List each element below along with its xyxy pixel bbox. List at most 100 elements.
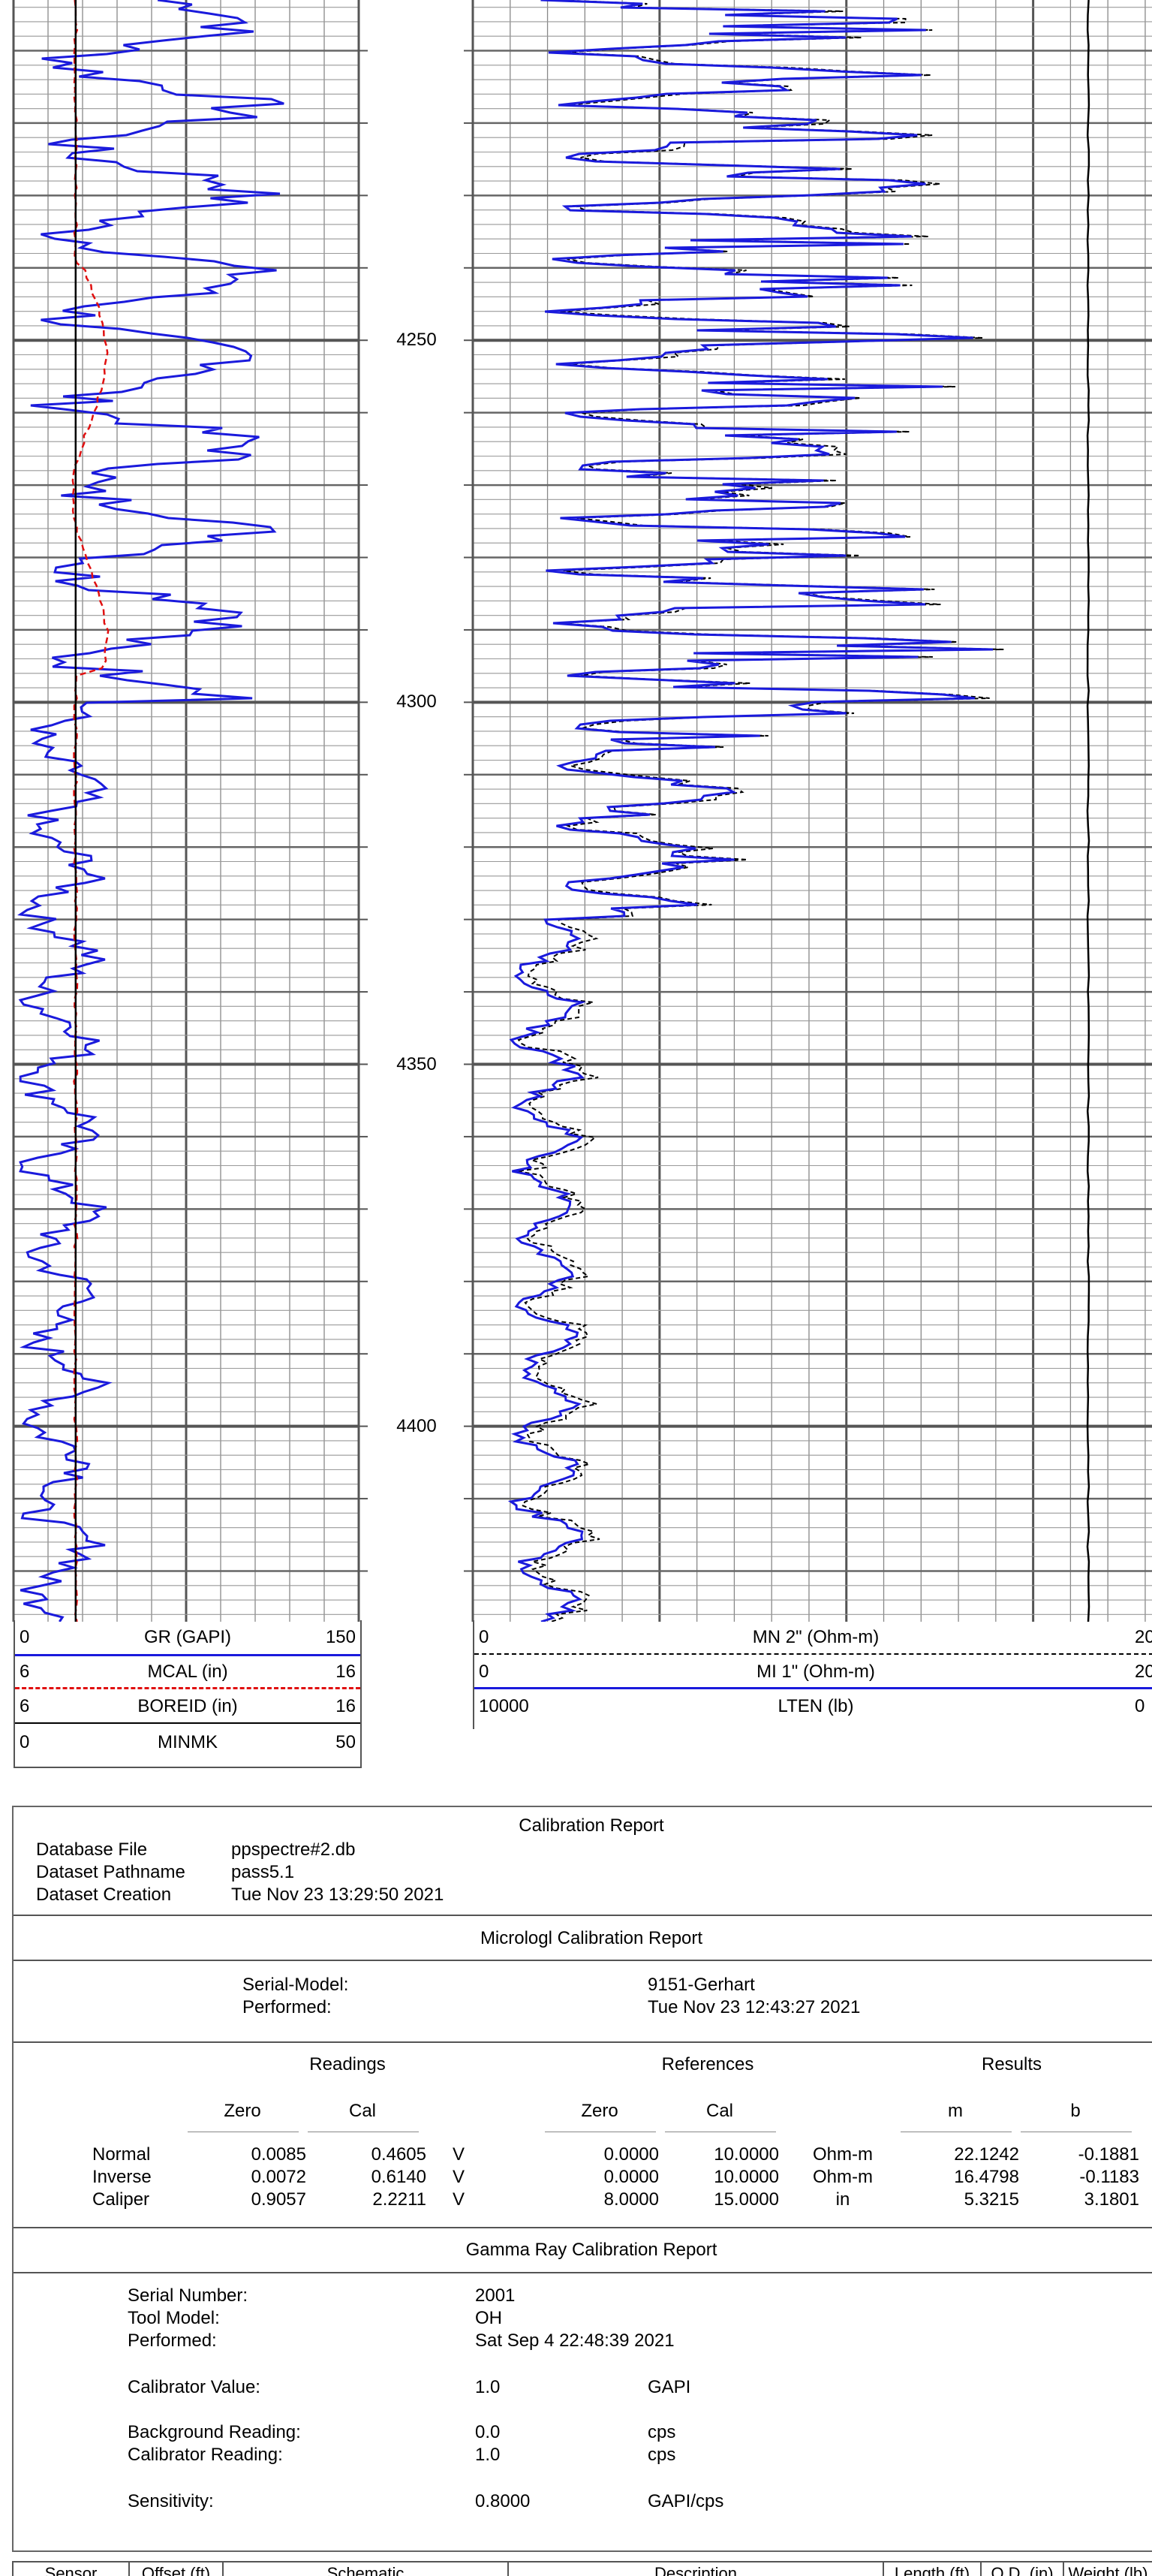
micro-row: Caliper 0.9057 2.2211 V 8.0000 15.0000 in 5.321…	[14, 2189, 1152, 2211]
micro-cell-ref-zero: 0.0000	[603, 2144, 659, 2165]
lten-min: 10000	[479, 1696, 529, 1716]
background-reading-label: Background Reading:	[128, 2422, 301, 2442]
database-file-value: ppspectre#2.db	[231, 1839, 356, 1860]
tool-model-label: Tool Model:	[128, 2308, 220, 2328]
micro-cell-ref-zero: 0.0000	[603, 2167, 659, 2187]
calibrator-reading-unit: cps	[648, 2445, 676, 2465]
header-row-gr: 0 GR (GAPI) 150	[15, 1620, 360, 1656]
background-reading-unit: cps	[648, 2422, 676, 2442]
header-row-mcal: 6 MCAL (in) 16	[15, 1655, 360, 1689]
gr-max: 150	[325, 1627, 356, 1647]
micro-cell-ref-cal: 10.0000	[714, 2167, 779, 2187]
boreid-name: BOREID (in)	[137, 1696, 238, 1716]
gr-line-legend	[15, 1654, 360, 1656]
database-file-label: Database File	[36, 1839, 148, 1860]
lten-name: LTEN (lb)	[778, 1696, 854, 1716]
serial-model-label: Serial-Model:	[242, 1975, 349, 1995]
minmk-min: 0	[20, 1732, 30, 1752]
depth-label: 4250	[396, 330, 437, 351]
column-header: Weight (lb)	[1063, 2562, 1152, 2576]
column-header: Description	[507, 2562, 883, 2576]
micro-cell-m: 5.3215	[964, 2189, 1019, 2210]
micro-cell-r-zero: 0.0085	[251, 2144, 306, 2165]
gr-curve	[17, 0, 284, 1622]
minmk-name: MINMK	[158, 1732, 218, 1752]
sensitivity-value: 0.8000	[475, 2491, 531, 2511]
column-header: Length (ft)	[883, 2562, 980, 2576]
micro-cell-ref-unit: Ohm-m	[813, 2167, 873, 2187]
dataset-pathname-label: Dataset Pathname	[36, 1862, 185, 1882]
lten-curve	[1086, 0, 1090, 1622]
log-curves	[17, 0, 1090, 1622]
gr-name: GR (GAPI)	[143, 1627, 231, 1647]
calibrator-reading-value: 1.0	[475, 2445, 501, 2465]
depth-label: 4300	[396, 691, 437, 713]
micro-cell-r-cal: 0.6140	[371, 2167, 426, 2187]
calibration-report: Calibration Report Database File ppspect…	[12, 1806, 1152, 2552]
dataset-creation-value: Tue Nov 23 13:29:50 2021	[231, 1885, 444, 1905]
header-row-lten: 10000 LTEN (lb) 0	[474, 1689, 1152, 1724]
header-row-minmk: 0 MINMK 50	[15, 1725, 360, 1760]
micro-cell-ref-unit: Ohm-m	[813, 2144, 873, 2165]
mcal-max: 16	[335, 1662, 356, 1682]
readings-zero-header: Zero	[224, 2101, 261, 2121]
micro-cell-r-cal: 0.4605	[371, 2144, 426, 2165]
mn-curve	[516, 0, 1004, 1622]
m-header: m	[948, 2101, 963, 2121]
serial-number-value: 2001	[475, 2285, 516, 2306]
micro-cell-m: 22.1242	[954, 2144, 1019, 2165]
micro-performed-value: Tue Nov 23 12:43:27 2021	[648, 1997, 861, 2017]
track2-header: 0 MN 2" (Ohm-m) 20 0 MI 1" (Ohm-m) 20 10…	[473, 1620, 1152, 1729]
micro-cell-name: Caliper	[92, 2189, 150, 2210]
micro-cell-name: Inverse	[92, 2167, 152, 2187]
column-header: O.D. (in)	[980, 2562, 1063, 2576]
ref-cal-header: Cal	[705, 2101, 733, 2121]
micro-cell-r-cal: 2.2211	[372, 2189, 426, 2210]
depth-track	[359, 50, 473, 1572]
gr-min: 0	[20, 1627, 30, 1647]
report-title: Calibration Report	[519, 1815, 664, 1836]
boreid-max: 16	[335, 1696, 356, 1716]
divider	[14, 2272, 1152, 2273]
mcal-line-legend	[15, 1687, 360, 1689]
ref-zero-header: Zero	[581, 2101, 618, 2121]
micro-cell-r-zero: 0.9057	[251, 2189, 306, 2210]
lten-max: 0	[1135, 1696, 1145, 1716]
sensitivity-label: Sensitivity:	[128, 2491, 214, 2511]
divider	[14, 1960, 1152, 1961]
micro-cell-b: -0.1183	[1079, 2167, 1139, 2187]
track1-grid	[12, 0, 360, 1622]
sensitivity-unit: GAPI/cps	[648, 2491, 724, 2511]
divider	[14, 2041, 1152, 2043]
micro-cell-r-unit: V	[453, 2189, 465, 2210]
track1-header: 0 GR (GAPI) 150 6 MCAL (in) 16 6 BOREID …	[14, 1620, 362, 1768]
calibrator-value-unit: GAPI	[648, 2377, 691, 2397]
minmk-max: 50	[335, 1732, 356, 1752]
mi-max: 20	[1135, 1662, 1152, 1682]
mcal-name: MCAL (in)	[147, 1662, 228, 1682]
boreid-line-legend	[15, 1722, 360, 1724]
micro-cell-m: 16.4798	[954, 2167, 1019, 2187]
gamma-performed-label: Performed:	[128, 2330, 217, 2351]
micro-row: Normal 0.0085 0.4605 V 0.0000 10.0000 Ohm-m 22.…	[14, 2144, 1152, 2166]
serial-model-value: 9151-Gerhart	[648, 1975, 755, 1995]
references-header: References	[661, 2054, 754, 2074]
mn-line-legend	[474, 1653, 1152, 1655]
micro-cell-ref-unit: in	[835, 2189, 850, 2210]
header-row-boreid: 6 BOREID (in) 16	[15, 1689, 360, 1724]
micro-performed-label: Performed:	[242, 1997, 332, 2017]
micro-cell-b: 3.1801	[1084, 2189, 1139, 2210]
mcal-min: 6	[20, 1662, 30, 1682]
well-log-chart	[12, 0, 1152, 1622]
divider	[14, 2227, 1152, 2228]
column-header: Schematic	[222, 2562, 507, 2576]
micro-cell-r-unit: V	[453, 2144, 465, 2165]
gamma-title: Gamma Ray Calibration Report	[465, 2240, 717, 2260]
background-reading-value: 0.0	[475, 2422, 501, 2442]
dataset-pathname-value: pass5.1	[231, 1862, 295, 1882]
micro-cell-r-unit: V	[453, 2167, 465, 2187]
track2-grid	[471, 0, 1152, 1622]
readings-cal-header: Cal	[348, 2101, 376, 2121]
micro-title: Micrologl Calibration Report	[480, 1928, 703, 1948]
calibrator-value-label: Calibrator Value:	[128, 2377, 260, 2397]
